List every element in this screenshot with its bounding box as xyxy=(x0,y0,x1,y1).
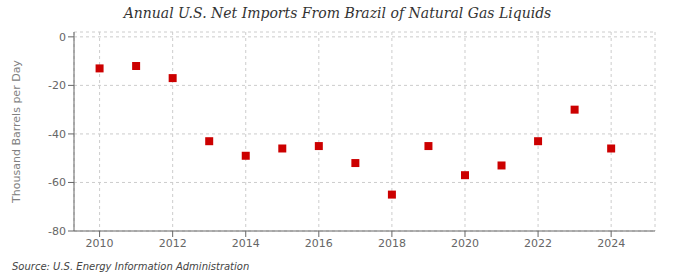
svg-text:0: 0 xyxy=(59,31,66,44)
svg-text:Thousand Barrels per Day: Thousand Barrels per Day xyxy=(10,60,23,204)
svg-text:-20: -20 xyxy=(48,79,66,92)
svg-text:2024: 2024 xyxy=(597,237,625,250)
svg-text:-40: -40 xyxy=(48,128,66,141)
svg-text:-60: -60 xyxy=(48,176,66,189)
svg-text:2020: 2020 xyxy=(451,237,479,250)
svg-text:2012: 2012 xyxy=(159,237,187,250)
html-text:Source: U.S. Energy Informatio: Source: U.S. Energy Information Administ… xyxy=(12,261,250,272)
html-text:Annual U.S. Net Imports From B: Annual U.S. Net Imports From Brazil of N… xyxy=(123,5,552,21)
svg-text:-80: -80 xyxy=(48,225,66,238)
svg-text:2016: 2016 xyxy=(305,237,333,250)
svg-text:2010: 2010 xyxy=(86,237,114,250)
svg-text:2022: 2022 xyxy=(524,237,552,250)
svg-text:2014: 2014 xyxy=(232,237,260,250)
svg-text:2018: 2018 xyxy=(378,237,406,250)
